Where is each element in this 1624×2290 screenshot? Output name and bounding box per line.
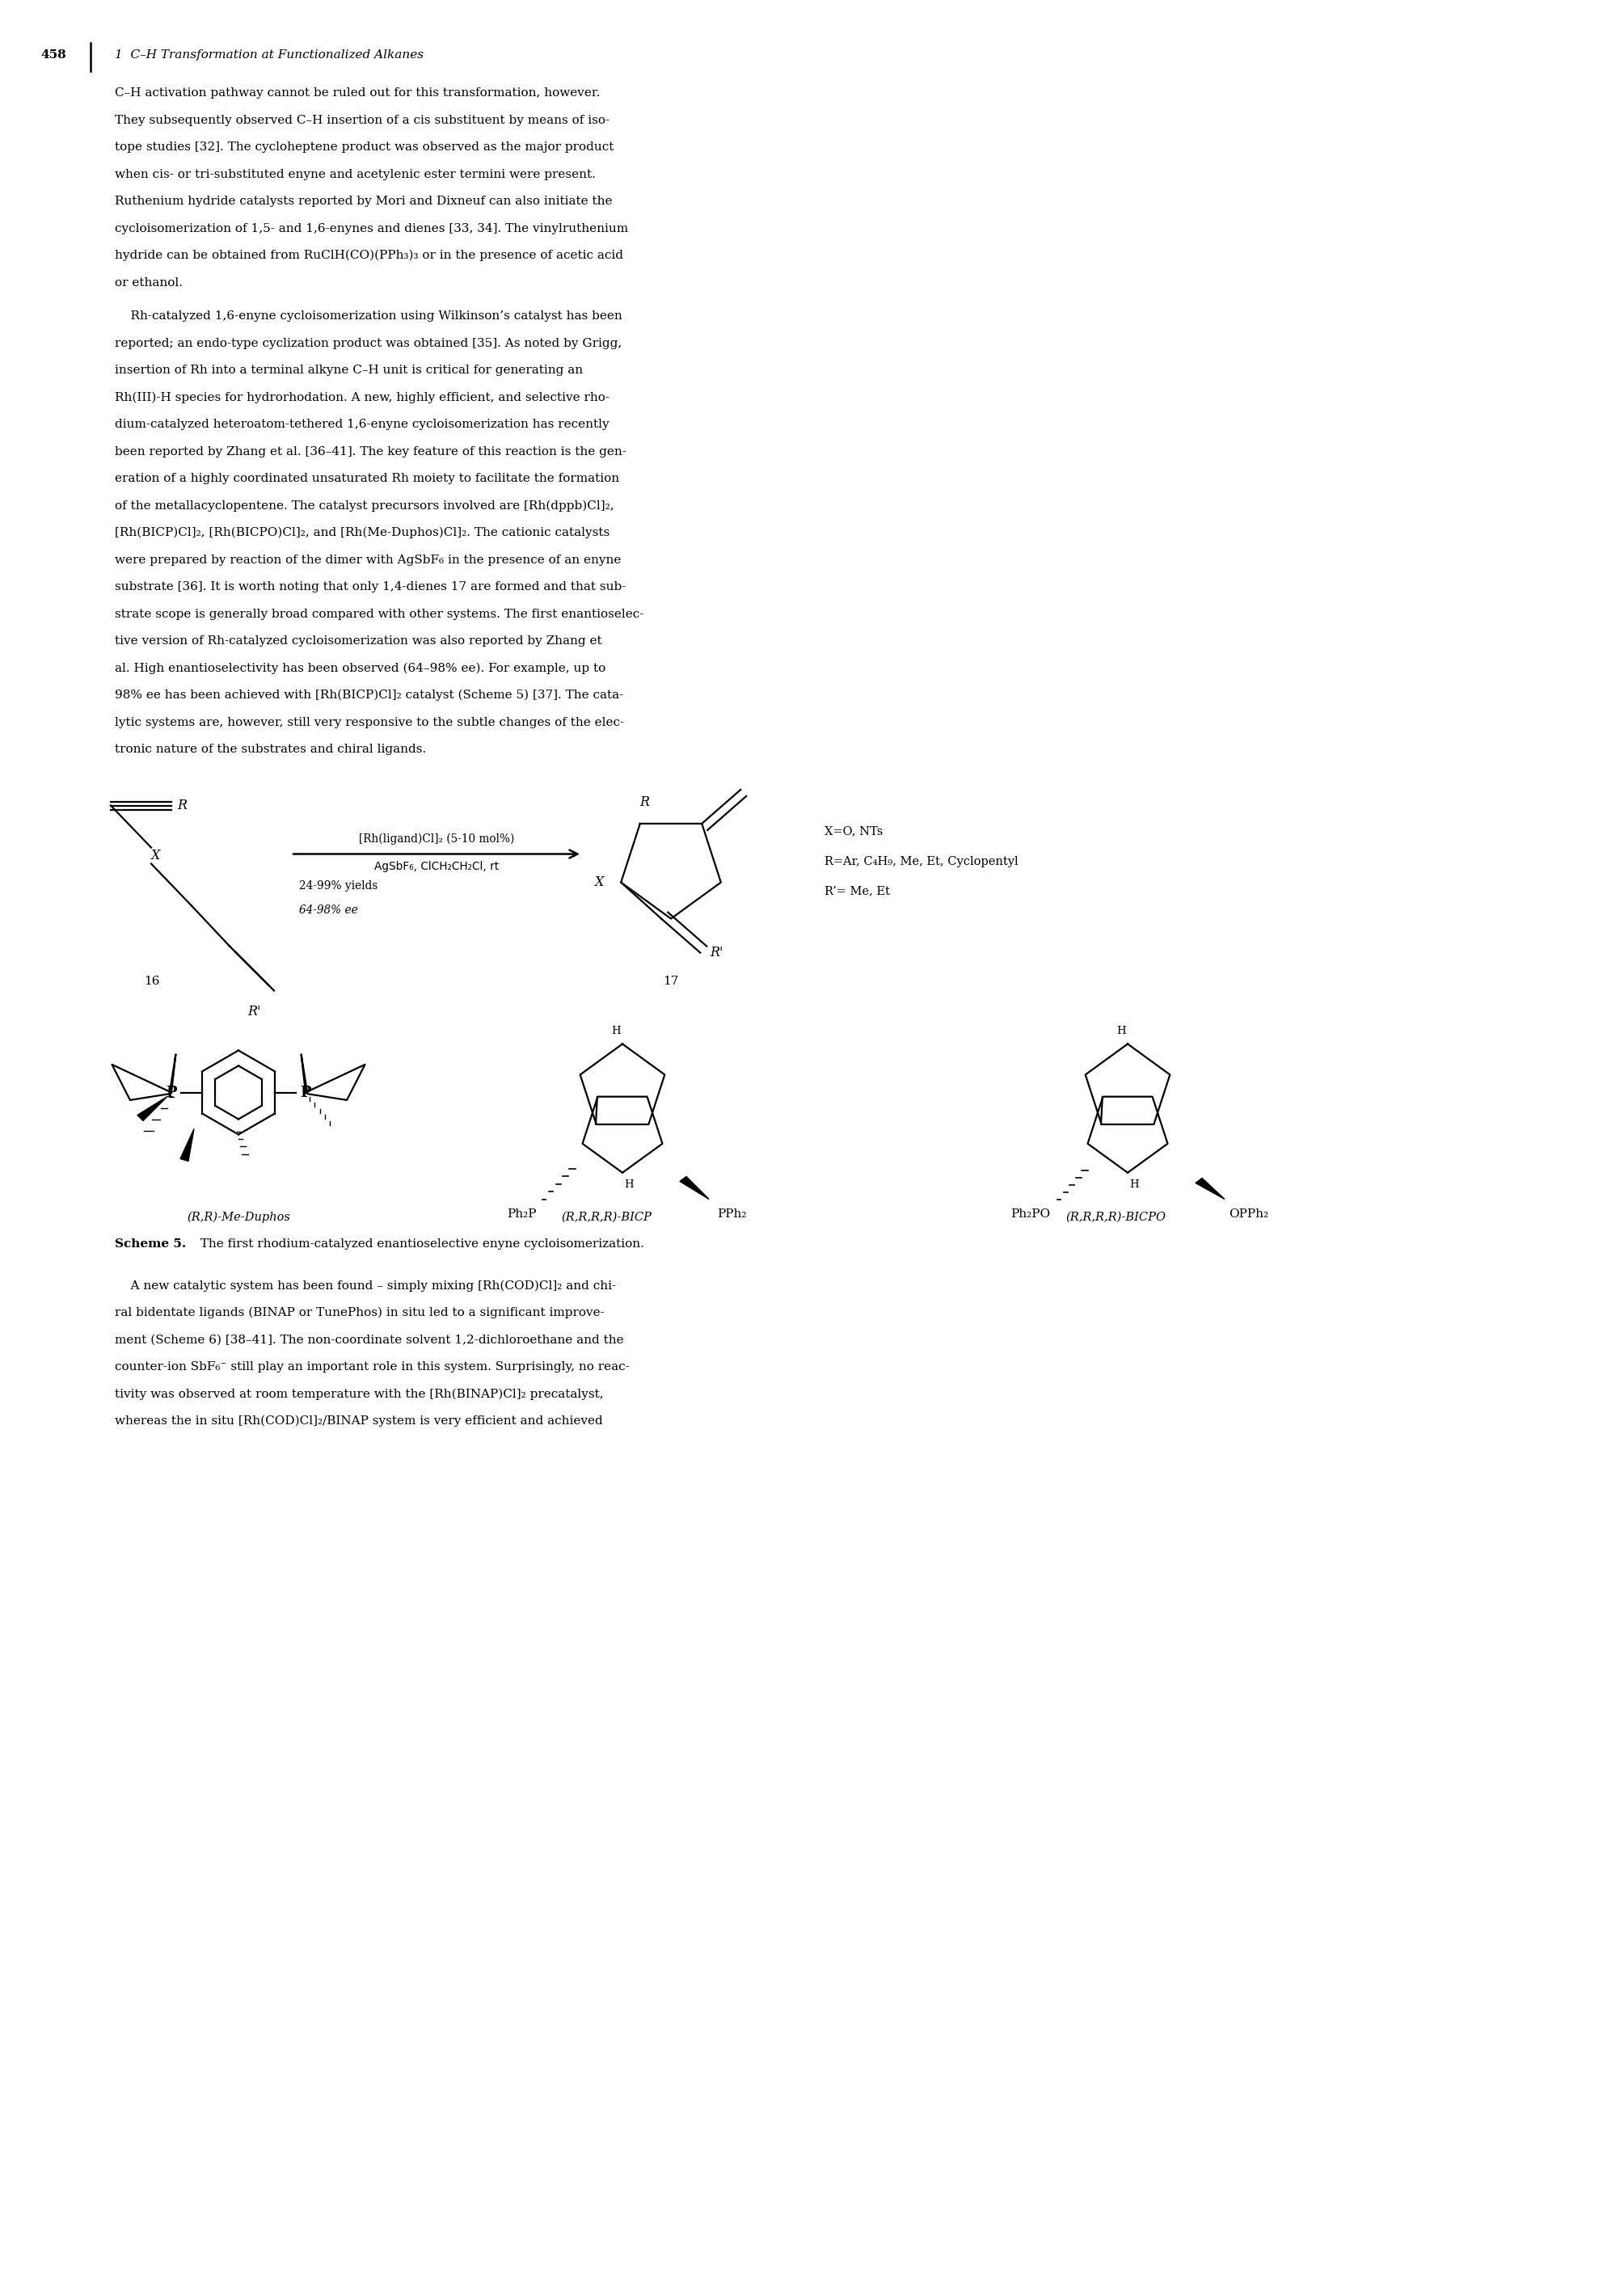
Text: 64-98% ee: 64-98% ee: [299, 905, 357, 916]
Text: Ph₂PO: Ph₂PO: [1010, 1209, 1051, 1218]
Text: They subsequently observed C–H insertion of a cis substituent by means of iso-: They subsequently observed C–H insertion…: [115, 114, 609, 126]
Text: R’= Me, Et: R’= Me, Et: [825, 886, 890, 898]
Text: PPh₂: PPh₂: [716, 1209, 747, 1218]
Polygon shape: [1195, 1177, 1224, 1200]
Text: hydride can be obtained from RuClH(CO)(PPh₃)₃ or in the presence of acetic acid: hydride can be obtained from RuClH(CO)(P…: [115, 250, 624, 261]
Text: (R,R,R,R)-BICPO: (R,R,R,R)-BICPO: [1065, 1211, 1166, 1223]
Text: P: P: [166, 1085, 177, 1099]
Text: [Rh(ligand)Cl]₂ (5-10 mol%): [Rh(ligand)Cl]₂ (5-10 mol%): [359, 834, 515, 845]
Text: X: X: [594, 875, 603, 889]
Text: P: P: [300, 1085, 312, 1099]
Polygon shape: [180, 1129, 193, 1161]
Text: counter-ion SbF₆⁻ still play an important role in this system. Surprisingly, no : counter-ion SbF₆⁻ still play an importan…: [115, 1360, 630, 1372]
Text: R': R': [247, 1005, 260, 1019]
Text: AgSbF₆, ClCH₂CH₂Cl, rt: AgSbF₆, ClCH₂CH₂Cl, rt: [374, 861, 499, 872]
Text: H: H: [624, 1179, 633, 1191]
Text: were prepared by reaction of the dimer with AgSbF₆ in the presence of an enyne: were prepared by reaction of the dimer w…: [115, 554, 620, 566]
Text: tivity was observed at room temperature with the [Rh(BINAP)Cl]₂ precatalyst,: tivity was observed at room temperature …: [115, 1388, 604, 1399]
Text: (R,R)-Me-Duphos: (R,R)-Me-Duphos: [187, 1211, 291, 1223]
Text: dium-catalyzed heteroatom-tethered 1,6-enyne cycloisomerization has recently: dium-catalyzed heteroatom-tethered 1,6-e…: [115, 419, 609, 431]
Text: A new catalytic system has been found – simply mixing [Rh(COD)Cl]₂ and chi-: A new catalytic system has been found – …: [115, 1280, 615, 1292]
Text: eration of a highly coordinated unsaturated Rh moiety to facilitate the formatio: eration of a highly coordinated unsatura…: [115, 472, 619, 483]
Text: 17: 17: [663, 976, 679, 987]
Text: X: X: [151, 850, 159, 863]
Polygon shape: [138, 1097, 167, 1120]
Text: or ethanol.: or ethanol.: [115, 277, 182, 289]
Text: 98% ee has been achieved with [Rh(BICP)Cl]₂ catalyst (Scheme 5) [37]. The cata-: 98% ee has been achieved with [Rh(BICP)C…: [115, 689, 624, 701]
Text: reported; an endo-type cyclization product was obtained [35]. As noted by Grigg,: reported; an endo-type cyclization produ…: [115, 337, 622, 348]
Text: lytic systems are, however, still very responsive to the subtle changes of the e: lytic systems are, however, still very r…: [115, 717, 624, 728]
Text: tronic nature of the substrates and chiral ligands.: tronic nature of the substrates and chir…: [115, 744, 425, 756]
Text: 458: 458: [41, 50, 67, 60]
Text: R=Ar, C₄H₉, Me, Et, Cyclopentyl: R=Ar, C₄H₉, Me, Et, Cyclopentyl: [825, 856, 1018, 868]
Text: ral bidentate ligands (BINAP or TunePhos) in situ led to a significant improve-: ral bidentate ligands (BINAP or TunePhos…: [115, 1308, 604, 1319]
Text: Scheme 5.: Scheme 5.: [115, 1239, 187, 1250]
Text: tope studies [32]. The cycloheptene product was observed as the major product: tope studies [32]. The cycloheptene prod…: [115, 142, 614, 153]
Polygon shape: [680, 1177, 710, 1200]
Text: H: H: [1117, 1026, 1125, 1035]
Text: al. High enantioselectivity has been observed (64–98% ee). For example, up to: al. High enantioselectivity has been obs…: [115, 662, 606, 673]
Text: Rh-catalyzed 1,6-enyne cycloisomerization using Wilkinson’s catalyst has been: Rh-catalyzed 1,6-enyne cycloisomerizatio…: [115, 311, 622, 321]
Text: been reported by Zhang et al. [36–41]. The key feature of this reaction is the g: been reported by Zhang et al. [36–41]. T…: [115, 447, 627, 458]
Text: H: H: [611, 1026, 620, 1035]
Text: R': R': [710, 946, 723, 960]
Text: Rh(III)-H species for hydrorhodation. A new, highly efficient, and selective rho: Rh(III)-H species for hydrorhodation. A …: [115, 392, 609, 403]
Text: Ruthenium hydride catalysts reported by Mori and Dixneuf can also initiate the: Ruthenium hydride catalysts reported by …: [115, 195, 612, 206]
Text: X=O, NTs: X=O, NTs: [825, 827, 883, 838]
Text: R: R: [177, 799, 187, 813]
Text: The first rhodium-catalyzed enantioselective enyne cycloisomerization.: The first rhodium-catalyzed enantioselec…: [192, 1239, 645, 1250]
Text: Ph₂P: Ph₂P: [507, 1209, 536, 1218]
Text: cycloisomerization of 1,5- and 1,6-enynes and dienes [33, 34]. The vinylrutheniu: cycloisomerization of 1,5- and 1,6-enyne…: [115, 222, 628, 234]
Text: (R,R,R,R)-BICP: (R,R,R,R)-BICP: [560, 1211, 651, 1223]
Text: H: H: [1129, 1179, 1138, 1191]
Text: tive version of Rh-catalyzed cycloisomerization was also reported by Zhang et: tive version of Rh-catalyzed cycloisomer…: [115, 634, 603, 646]
Text: substrate [36]. It is worth noting that only 1,4-dienes 17 are formed and that s: substrate [36]. It is worth noting that …: [115, 582, 625, 593]
Text: C–H activation pathway cannot be ruled out for this transformation, however.: C–H activation pathway cannot be ruled o…: [115, 87, 601, 98]
Text: OPPh₂: OPPh₂: [1229, 1209, 1268, 1218]
Text: R: R: [640, 795, 650, 808]
Text: 16: 16: [145, 976, 159, 987]
Text: 1  C–H Transformation at Functionalized Alkanes: 1 C–H Transformation at Functionalized A…: [115, 50, 424, 60]
Text: when cis- or tri-substituted enyne and acetylenic ester termini were present.: when cis- or tri-substituted enyne and a…: [115, 169, 596, 181]
Text: ment (Scheme 6) [38–41]. The non-coordinate solvent 1,2-dichloroethane and the: ment (Scheme 6) [38–41]. The non-coordin…: [115, 1335, 624, 1347]
Text: [Rh(BICP)Cl]₂, [Rh(BICPO)Cl]₂, and [Rh(Me-Duphos)Cl]₂. The cationic catalysts: [Rh(BICP)Cl]₂, [Rh(BICPO)Cl]₂, and [Rh(M…: [115, 527, 609, 538]
Text: whereas the in situ [Rh(COD)Cl]₂/BINAP system is very efficient and achieved: whereas the in situ [Rh(COD)Cl]₂/BINAP s…: [115, 1415, 603, 1427]
Text: 24-99% yields: 24-99% yields: [299, 879, 378, 891]
Text: insertion of Rh into a terminal alkyne C–H unit is critical for generating an: insertion of Rh into a terminal alkyne C…: [115, 364, 583, 376]
Text: of the metallacyclopentene. The catalyst precursors involved are [Rh(dppb)Cl]₂,: of the metallacyclopentene. The catalyst…: [115, 499, 614, 511]
Text: strate scope is generally broad compared with other systems. The first enantiose: strate scope is generally broad compared…: [115, 609, 643, 621]
